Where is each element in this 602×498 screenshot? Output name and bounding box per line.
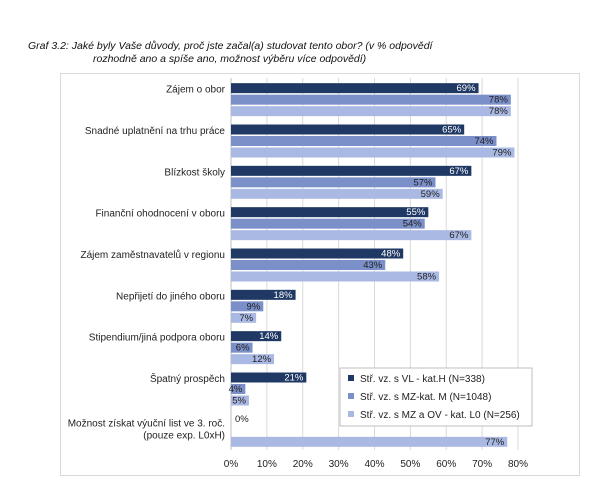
- x-tick-label: 50%: [400, 459, 420, 470]
- category-label: Zájem o obor: [166, 85, 226, 96]
- data-label: 79%: [492, 148, 512, 159]
- x-tick-label: 0%: [224, 459, 239, 470]
- category-label: Možnost získat výuční list ve 3. roč.: [68, 418, 225, 429]
- data-label: 59%: [421, 189, 441, 200]
- data-label: 9%: [247, 301, 261, 312]
- data-label: 57%: [413, 177, 433, 188]
- data-label: 78%: [489, 95, 509, 106]
- data-label: 4%: [229, 384, 243, 395]
- data-label: 5%: [232, 396, 246, 407]
- bar-3: [231, 106, 511, 117]
- data-label: 74%: [474, 136, 494, 147]
- x-tick-label: 70%: [472, 459, 492, 470]
- x-tick-label: 80%: [508, 459, 528, 470]
- bar-1: [231, 331, 282, 342]
- bar-1: [231, 372, 307, 383]
- data-label: 55%: [406, 207, 426, 218]
- data-label: 69%: [457, 83, 477, 94]
- category-label: Snadné uplatnění na trhu práce: [85, 126, 226, 137]
- category-label: Finanční ohodnocení v oboru: [95, 209, 225, 220]
- data-label: 65%: [442, 125, 462, 136]
- x-tick-label: 10%: [257, 459, 277, 470]
- legend-swatch-1: [348, 375, 354, 381]
- bar-1: [231, 165, 472, 176]
- category-label: Zájem zaměstnavatelů v regionu: [80, 249, 225, 261]
- legend-swatch-2: [348, 393, 354, 399]
- bar-2: [231, 384, 246, 394]
- category-label: Nepřijetí do jiného oboru: [116, 291, 225, 302]
- data-label: 18%: [274, 290, 294, 301]
- data-label: 67%: [449, 166, 469, 177]
- data-label: 7%: [239, 313, 253, 324]
- bar-3: [231, 271, 440, 282]
- bar-3: [231, 395, 249, 406]
- bar-2: [231, 260, 386, 270]
- bar-1: [231, 207, 429, 218]
- caption-line-1: Graf 3.2: Jaké byly Vaše důvody, proč js…: [28, 40, 433, 52]
- category-label: Blízkost školy: [164, 167, 225, 178]
- bar-1: [231, 83, 479, 94]
- category-label: Stipendium/jiná podpora oboru: [89, 333, 225, 344]
- bar-2: [231, 177, 436, 188]
- data-label: 78%: [489, 106, 509, 117]
- bar-2: [231, 342, 253, 353]
- data-label: 12%: [252, 354, 272, 365]
- x-tick-label: 40%: [364, 459, 384, 470]
- bar-3: [231, 312, 257, 323]
- caption-line-2: rozhodně ano a spíše ano, možnost výběru…: [93, 53, 367, 65]
- legend-swatch-3: [348, 411, 354, 417]
- bar-2: [231, 301, 264, 312]
- bar-2: [231, 94, 511, 105]
- data-label: 6%: [236, 343, 250, 354]
- chart-frame: [60, 73, 580, 476]
- data-label: 21%: [284, 373, 304, 384]
- data-label: 43%: [363, 260, 383, 271]
- bar-3: [231, 436, 508, 447]
- bar-1: [231, 289, 296, 300]
- legend-label-1: Stř. vz. s VL - kat.H (N=338): [360, 374, 485, 385]
- x-tick-label: 20%: [293, 459, 313, 470]
- bar-1: [231, 124, 465, 135]
- data-label: 77%: [485, 437, 505, 448]
- data-label: 0%: [235, 414, 249, 425]
- bar-2: [231, 136, 497, 146]
- data-label: 58%: [417, 272, 437, 283]
- legend-label-2: Stř. vz. s MZ-kat. M (N=1048): [360, 392, 491, 403]
- bar-3: [231, 354, 275, 365]
- chart-caption: Graf 3.2: Jaké byly Vaše důvody, proč js…: [28, 40, 588, 66]
- category-label: Špatný prospěch: [150, 372, 225, 385]
- bar-3: [231, 188, 443, 199]
- data-label: 48%: [381, 249, 401, 260]
- bar-3: [231, 230, 472, 241]
- bar-1: [231, 248, 404, 259]
- data-label: 14%: [259, 331, 279, 342]
- x-tick-label: 60%: [436, 459, 456, 470]
- category-label-line-2: (pouze exp. L0xH): [143, 430, 225, 441]
- legend-label-3: Stř. vz. s MZ a OV - kat. L0 (N=256): [360, 410, 520, 421]
- legend-box: [339, 367, 533, 427]
- bar-3: [231, 147, 515, 158]
- x-tick-label: 30%: [329, 459, 349, 470]
- bar-2: [231, 218, 425, 229]
- data-label: 54%: [403, 219, 423, 230]
- data-label: 67%: [449, 230, 469, 241]
